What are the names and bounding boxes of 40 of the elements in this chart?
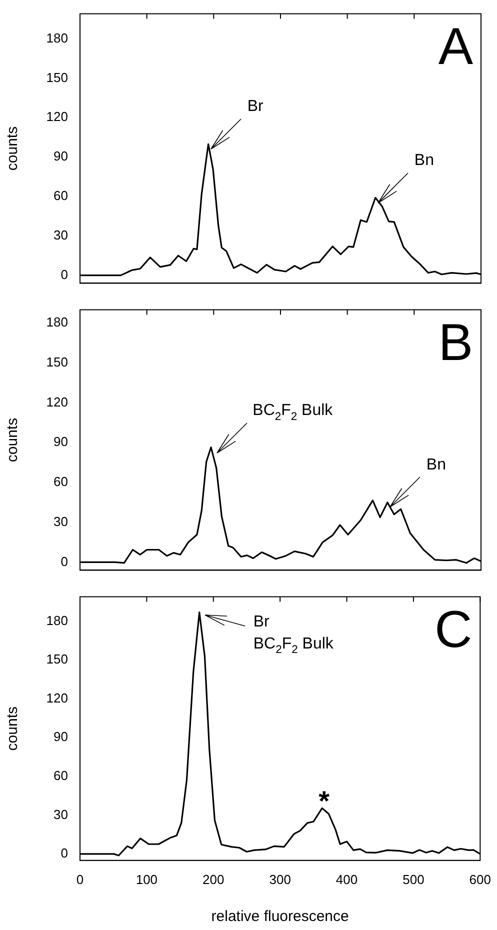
y-tick-label: 150 <box>46 70 68 85</box>
y-tick-label: 90 <box>54 148 68 164</box>
y-axis-title: counts <box>4 126 22 171</box>
x-tick-label: 400 <box>336 872 358 887</box>
x-tick-label: 100 <box>136 872 158 887</box>
annotation: Br <box>247 98 264 115</box>
y-tick-label: 90 <box>54 729 68 744</box>
y-axis-title: counts <box>4 418 22 462</box>
y-tick-label: 30 <box>54 227 68 242</box>
x-axis-title: relative fluorescence <box>211 908 349 926</box>
annotation: C <box>434 601 472 660</box>
y-axis-title: counts <box>4 706 22 751</box>
x-tick-label: 0 <box>76 872 84 887</box>
y-tick-label: 90 <box>54 434 68 450</box>
x-tick-label: 500 <box>402 872 424 887</box>
y-tick-label: 180 <box>46 30 68 46</box>
y-tick-label: 60 <box>54 474 68 490</box>
y-tick-label: 60 <box>54 768 68 783</box>
x-tick-label: 300 <box>269 872 291 887</box>
y-tick-label: 180 <box>46 314 68 330</box>
y-tick-label: 150 <box>46 354 68 370</box>
y-tick-label: 120 <box>46 690 68 706</box>
annotation: Br <box>253 613 270 630</box>
y-tick-label: 30 <box>54 806 68 822</box>
y-tick-label: 0 <box>60 846 68 861</box>
y-tick-label: 60 <box>54 188 68 204</box>
annotation: * <box>318 785 330 816</box>
y-tick-label: 180 <box>46 612 68 628</box>
y-tick-label: 120 <box>46 394 68 410</box>
y-tick-label: 120 <box>46 109 68 124</box>
y-tick-label: 0 <box>60 266 68 282</box>
annotation: Bn <box>426 456 446 474</box>
y-tick-label: 30 <box>54 514 68 529</box>
annotation: Bn <box>414 152 434 169</box>
y-tick-label: 0 <box>60 554 68 569</box>
annotation: B <box>438 314 473 372</box>
x-tick-label: 200 <box>202 872 224 887</box>
x-tick-label: 600 <box>469 872 492 887</box>
annotation: A <box>438 18 474 76</box>
y-tick-label: 150 <box>46 652 68 667</box>
